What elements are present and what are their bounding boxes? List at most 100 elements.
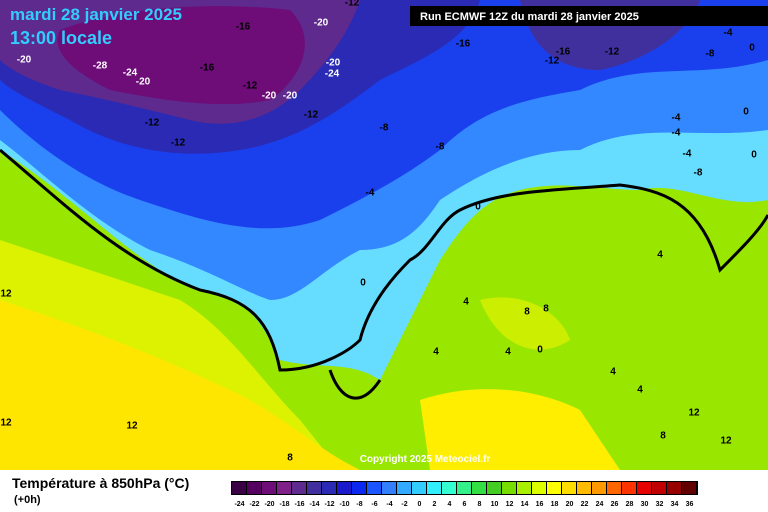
legend-swatch (292, 482, 306, 494)
contour-label: 8 (287, 453, 293, 464)
contour-label: -24 (325, 69, 340, 80)
contour-label: -12 (605, 47, 620, 58)
contour-label: 0 (475, 202, 481, 213)
legend-label: 8 (478, 501, 482, 508)
contour-label: 12 (688, 408, 700, 419)
legend-label: 20 (566, 501, 574, 508)
contour-label: 0 (360, 278, 366, 289)
contour-label: -20 (326, 58, 341, 69)
legend-label: 34 (671, 501, 679, 508)
legend-label: 14 (521, 501, 529, 508)
contour-labels: -12-16 -20-20-28-24-20-16 -20-24-12-20 -20-… (0, 0, 757, 464)
contour-label: -4 (672, 128, 681, 139)
contour-label: -4 (724, 28, 733, 39)
legend-swatch (547, 482, 561, 494)
map-date: mardi 28 janvier 2025 (10, 5, 182, 24)
legend-label: 16 (536, 501, 544, 508)
legend-swatch (322, 482, 336, 494)
legend-label: -14 (309, 501, 319, 508)
legend-swatch (607, 482, 621, 494)
contour-label: -4 (366, 188, 375, 199)
legend-swatch (457, 482, 471, 494)
legend-label: 22 (581, 501, 589, 508)
contour-label: 4 (463, 297, 469, 308)
legend-swatch (622, 482, 636, 494)
legend-swatch (232, 482, 246, 494)
legend-swatch (502, 482, 516, 494)
legend-swatch (637, 482, 651, 494)
contour-label: 4 (433, 347, 439, 358)
legend-label: -24 (234, 501, 244, 508)
legend-swatch (577, 482, 591, 494)
copyright: Copyright 2025 Meteociel.fr (360, 454, 491, 465)
legend-label: 28 (626, 501, 634, 508)
contour-label: -12 (304, 110, 319, 121)
contour-label: -20 (136, 77, 151, 88)
contour-label: -8 (706, 49, 715, 60)
legend-swatch (337, 482, 351, 494)
contour-label: 4 (505, 347, 511, 358)
legend-label: 32 (656, 501, 664, 508)
legend-label: 24 (596, 501, 604, 508)
contour-label: 4 (637, 385, 643, 396)
temperature-field (0, 0, 768, 470)
contour-label: -28 (93, 61, 108, 72)
legend-swatch (247, 482, 261, 494)
legend-label: -8 (356, 501, 362, 508)
contour-label: -24 (123, 68, 138, 79)
legend-swatch (382, 482, 396, 494)
contour-label: 0 (537, 345, 543, 356)
legend-swatch (367, 482, 381, 494)
legend-label: -16 (294, 501, 304, 508)
legend-label: -20 (264, 501, 274, 508)
legend-label: -18 (279, 501, 289, 508)
contour-label: 12 (0, 418, 12, 429)
contour-label: -12 (345, 0, 360, 9)
contour-label: -16 (236, 22, 251, 33)
legend-label: -2 (401, 501, 407, 508)
legend-swatch (532, 482, 546, 494)
legend-swatch (352, 482, 366, 494)
color-legend: -24 -22 -20 -18 -16 -14 -12 -10 -8 -6 -4 -2 0 2 4 6 8 10 1… (231, 481, 698, 508)
contour-label: -4 (683, 149, 692, 160)
map-time: 13:00 locale (10, 28, 112, 48)
legend-label: 10 (491, 501, 499, 508)
contour-label: 0 (751, 150, 757, 161)
contour-label: -20 (314, 18, 329, 29)
contour-label: -8 (436, 142, 445, 153)
contour-label: -16 (456, 39, 471, 50)
contour-label: -16 (200, 63, 215, 74)
contour-label: -20 (283, 91, 298, 102)
legend-swatch (667, 482, 681, 494)
legend-label: 26 (611, 501, 619, 508)
contour-label: 8 (543, 304, 549, 315)
legend-swatch (592, 482, 606, 494)
legend-label: 6 (463, 501, 467, 508)
contour-label: 4 (610, 367, 616, 378)
legend-label: -10 (339, 501, 349, 508)
variable-name: Température à 850hPa (°C) (12, 475, 189, 491)
contour-label: -12 (145, 118, 160, 129)
contour-label: -12 (243, 81, 258, 92)
contour-label: 12 (0, 289, 12, 300)
contour-label: 0 (743, 107, 749, 118)
legend-label: -12 (324, 501, 334, 508)
contour-label: -8 (380, 123, 389, 134)
contour-label: -4 (672, 113, 681, 124)
contour-label: -16 (556, 47, 571, 58)
legend-swatch (262, 482, 276, 494)
contour-label: 4 (657, 250, 663, 261)
legend-swatch (652, 482, 666, 494)
contour-label: -20 (262, 91, 277, 102)
contour-label: -8 (694, 168, 703, 179)
legend-swatch (472, 482, 486, 494)
legend-swatch (412, 482, 426, 494)
contour-label: 0 (749, 43, 755, 54)
legend-swatch (277, 482, 291, 494)
legend-label: 0 (418, 501, 422, 508)
contour-label: -20 (17, 55, 32, 66)
contour-label: 8 (524, 307, 530, 318)
run-info: Run ECMWF 12Z du mardi 28 janvier 2025 (420, 11, 639, 23)
contour-label: 12 (720, 436, 732, 447)
